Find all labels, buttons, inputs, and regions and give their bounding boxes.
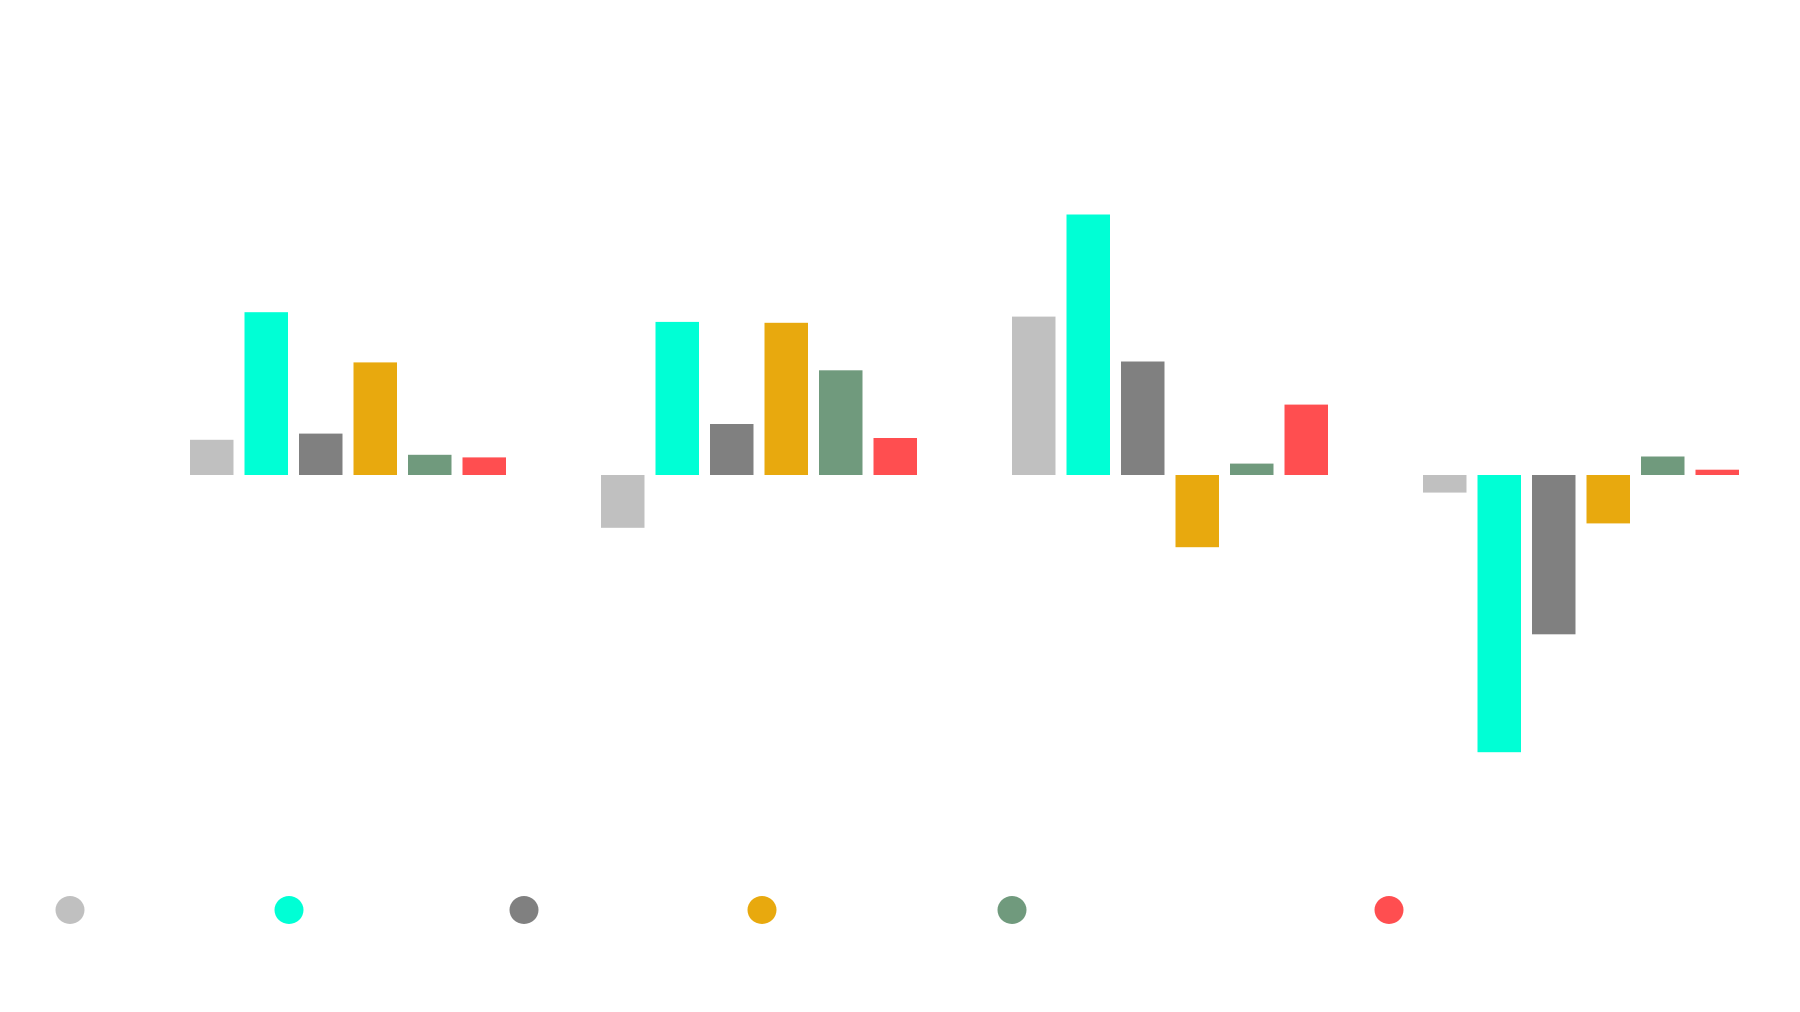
bar-series-6-group-2	[873, 438, 917, 475]
legend-marker-series-2	[274, 896, 304, 924]
bar-series-6-group-4	[1695, 469, 1739, 475]
bar-series-5-group-4	[1641, 456, 1685, 475]
bar-series-1-group-1	[190, 439, 234, 475]
bar-series-2-group-2	[655, 321, 699, 475]
bar-series-4-group-4	[1586, 475, 1630, 524]
bar-series-6-group-3	[1284, 404, 1328, 475]
bar-series-5-group-1	[408, 454, 452, 475]
bar-series-4-group-2	[764, 322, 808, 475]
bars-layer	[190, 214, 1739, 753]
legend	[55, 896, 1404, 924]
bar-series-6-group-1	[462, 457, 506, 475]
bar-series-5-group-3	[1230, 463, 1274, 475]
bar-series-4-group-3	[1175, 475, 1219, 548]
legend-marker-series-1	[55, 896, 85, 924]
bar-series-3-group-1	[299, 433, 343, 475]
bar-series-1-group-3	[1012, 316, 1056, 475]
legend-marker-series-4	[747, 896, 777, 924]
legend-marker-series-5	[997, 896, 1027, 924]
bar-series-1-group-4	[1423, 475, 1467, 493]
bar-series-4-group-1	[353, 362, 397, 475]
bar-series-3-group-2	[710, 424, 754, 475]
bar-series-2-group-1	[244, 312, 288, 475]
bar-series-5-group-2	[819, 370, 863, 475]
bar-series-1-group-2	[601, 475, 645, 528]
legend-marker-series-3	[509, 896, 539, 924]
legend-marker-series-6	[1374, 896, 1404, 924]
bar-series-2-group-3	[1066, 214, 1110, 475]
bar-series-2-group-4	[1477, 475, 1521, 753]
bar-series-3-group-3	[1121, 361, 1165, 475]
bar-series-3-group-4	[1532, 475, 1576, 635]
